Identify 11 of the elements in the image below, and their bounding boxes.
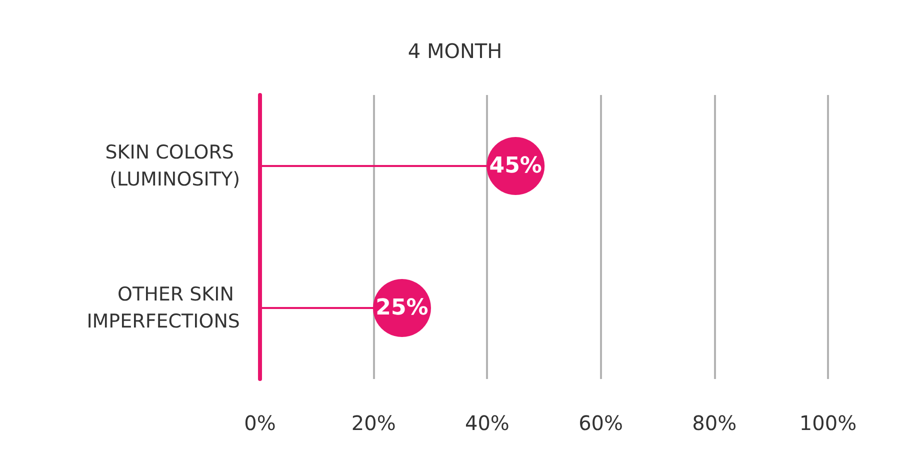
x-tick-label: 100% xyxy=(799,411,857,435)
data-label: 25% xyxy=(376,296,428,320)
x-tick-label: 80% xyxy=(692,411,737,435)
y-tick-label: SKIN COLORS (LUMINOSITY) xyxy=(105,142,240,190)
x-tick-label: 0% xyxy=(244,411,276,435)
x-tick-label: 60% xyxy=(578,411,624,435)
x-tick-label: 40% xyxy=(464,411,510,435)
x-tick-label: 20% xyxy=(351,411,396,435)
chart-title: 4 MONTH xyxy=(408,39,502,63)
y-tick-label: OTHER SKIN IMPERFECTIONS xyxy=(86,284,240,332)
data-label: 45% xyxy=(489,154,542,178)
